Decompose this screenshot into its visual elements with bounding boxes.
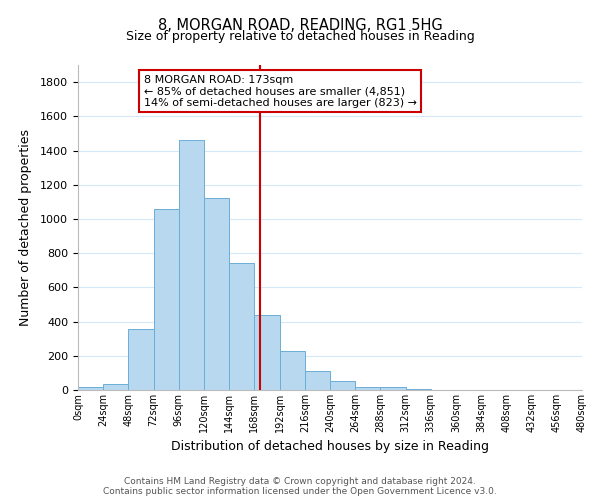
Bar [305,371,330,390]
Bar [380,388,406,390]
Bar [406,389,431,390]
Y-axis label: Number of detached properties: Number of detached properties [19,129,32,326]
Bar [254,314,280,390]
Bar [103,384,128,390]
Bar [204,198,229,390]
Bar [78,388,103,390]
Bar [179,140,204,390]
Text: 8 MORGAN ROAD: 173sqm
← 85% of detached houses are smaller (4,851)
14% of semi-d: 8 MORGAN ROAD: 173sqm ← 85% of detached … [143,74,416,108]
Text: Size of property relative to detached houses in Reading: Size of property relative to detached ho… [125,30,475,43]
Bar [280,350,305,390]
X-axis label: Distribution of detached houses by size in Reading: Distribution of detached houses by size … [171,440,489,454]
Bar [330,380,355,390]
Bar [128,330,154,390]
Text: 8, MORGAN ROAD, READING, RG1 5HG: 8, MORGAN ROAD, READING, RG1 5HG [158,18,442,32]
Bar [229,262,254,390]
Text: Contains HM Land Registry data © Crown copyright and database right 2024.: Contains HM Land Registry data © Crown c… [124,478,476,486]
Bar [355,386,380,390]
Bar [154,208,179,390]
Text: Contains public sector information licensed under the Open Government Licence v3: Contains public sector information licen… [103,488,497,496]
